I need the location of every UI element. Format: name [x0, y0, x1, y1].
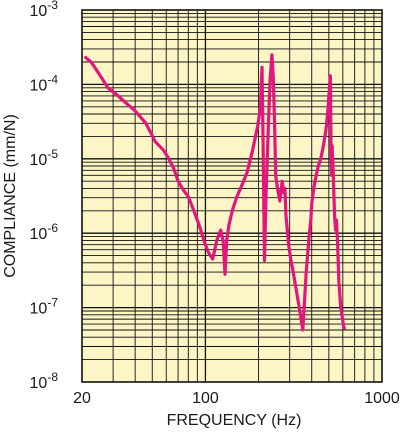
plot-background: [82, 10, 382, 382]
x-tick-labels: 20 100 1000: [73, 390, 400, 407]
plot-frame: [81, 9, 383, 383]
x-axis-label: FREQUENCY (Hz): [167, 412, 302, 429]
y-tick-label: 10-5: [30, 147, 59, 169]
x-tick-label: 20: [73, 390, 91, 407]
y-tick-label: 10-8: [30, 370, 59, 392]
y-tick-label: 10-7: [30, 296, 59, 318]
x-tick-label: 1000: [364, 390, 400, 407]
x-tick-label: 100: [192, 390, 219, 407]
y-tick-label: 10-4: [30, 72, 59, 94]
compliance-curve: [84, 53, 346, 332]
y-tick-labels: 10-3 10-4 10-5 10-6 10-7 10-8: [30, 0, 59, 392]
y-tick-label: 10-3: [30, 0, 59, 20]
y-axis-label: COMPLIANCE (mm/N): [2, 114, 19, 278]
data-series: [84, 53, 346, 332]
y-tick-label: 10-6: [30, 221, 59, 243]
